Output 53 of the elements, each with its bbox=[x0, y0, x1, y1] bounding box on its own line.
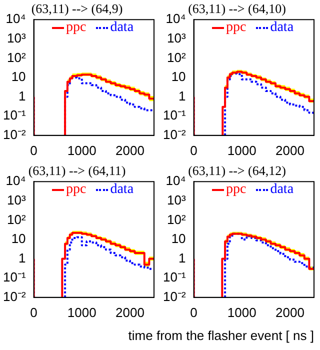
y-tick-label: 10² bbox=[6, 212, 26, 227]
y-tick-label: 10⁻¹ bbox=[162, 108, 186, 123]
x-tick-label: 1000 bbox=[227, 304, 256, 320]
x-tick-label: 0 bbox=[30, 142, 38, 158]
x-tick-label: 1000 bbox=[67, 304, 96, 320]
y-tick-label: 10⁴ bbox=[166, 11, 186, 26]
y-tick-label: 10² bbox=[166, 212, 186, 227]
y-tick-label: 1 bbox=[178, 88, 186, 104]
y-tick-label: 10⁻² bbox=[162, 288, 186, 304]
y-tick-label: 10³ bbox=[166, 192, 186, 208]
y-tick-label: 10 bbox=[171, 231, 186, 246]
y-tick-label: 10⁴ bbox=[6, 11, 26, 26]
x-axis-title: time from the flasher event [ ns ] bbox=[127, 328, 315, 343]
x-tick-label: 2000 bbox=[275, 142, 304, 158]
y-tick-label: 10³ bbox=[6, 192, 26, 208]
y-tick-label: 10 bbox=[171, 69, 186, 84]
x-tick-label: 2000 bbox=[275, 304, 304, 320]
legend-label: ppc bbox=[226, 20, 246, 36]
y-tick-label: 10⁻¹ bbox=[2, 108, 26, 123]
x-tick-label: 0 bbox=[190, 304, 198, 320]
y-tick-label: 10³ bbox=[166, 30, 186, 46]
y-tick-label: 1 bbox=[18, 250, 26, 266]
y-tick-label: 10⁴ bbox=[6, 173, 26, 188]
legend-label: data bbox=[270, 182, 294, 198]
legend-label: ppc bbox=[226, 182, 246, 198]
chart-title: (63,11) --> (64,10) bbox=[188, 1, 286, 16]
chart-title: (63,11) --> (64,9) bbox=[31, 1, 123, 16]
y-tick-label: 10 bbox=[11, 231, 26, 246]
x-tick-label: 1000 bbox=[227, 142, 256, 158]
y-tick-label: 10² bbox=[166, 50, 186, 65]
chart-title: (63,11) --> (64,12) bbox=[188, 163, 286, 178]
legend-label: data bbox=[110, 182, 134, 198]
y-tick-label: 10⁻¹ bbox=[2, 270, 26, 285]
x-tick-label: 1000 bbox=[67, 142, 96, 158]
chart-title: (63,11) --> (64,11) bbox=[28, 163, 126, 178]
y-tick-label: 1 bbox=[18, 88, 26, 104]
y-tick-label: 10⁴ bbox=[166, 173, 186, 188]
legend-label: data bbox=[110, 20, 134, 36]
y-tick-label: 10⁻¹ bbox=[162, 270, 186, 285]
y-tick-label: 10³ bbox=[6, 30, 26, 46]
y-tick-label: 10² bbox=[6, 50, 26, 65]
y-tick-label: 10⁻² bbox=[2, 288, 26, 304]
legend-label: ppc bbox=[66, 182, 86, 198]
legend-label: data bbox=[270, 20, 294, 36]
y-tick-label: 1 bbox=[178, 250, 186, 266]
legend-label: ppc bbox=[66, 20, 86, 36]
x-tick-label: 0 bbox=[30, 304, 38, 320]
x-tick-label: 2000 bbox=[115, 142, 144, 158]
x-tick-label: 2000 bbox=[115, 304, 144, 320]
y-tick-label: 10 bbox=[11, 69, 26, 84]
x-tick-label: 0 bbox=[190, 142, 198, 158]
y-tick-label: 10⁻² bbox=[162, 126, 186, 142]
y-tick-label: 10⁻² bbox=[2, 126, 26, 142]
